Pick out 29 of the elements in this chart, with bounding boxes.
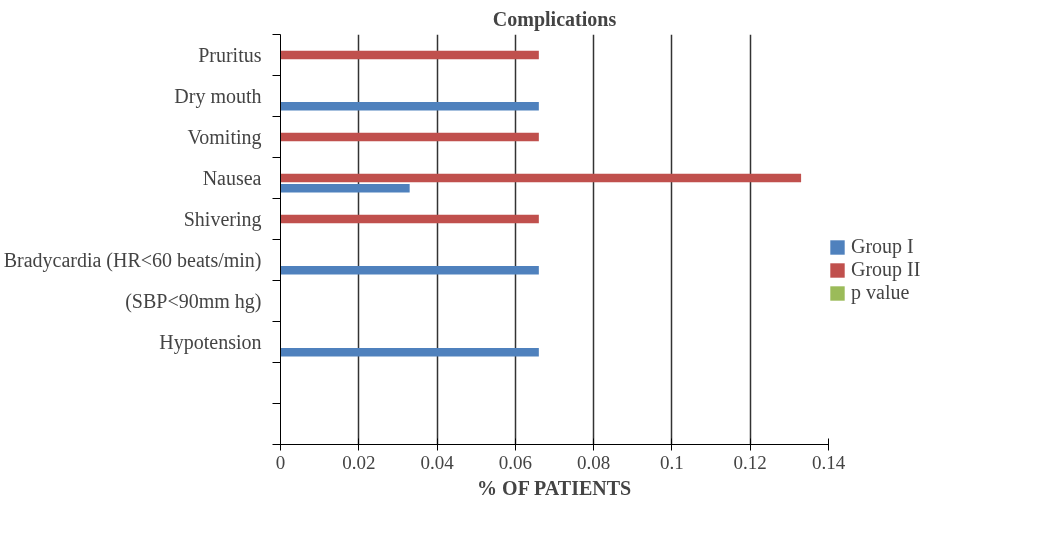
legend-label: Group I <box>851 235 914 258</box>
bar <box>280 265 539 275</box>
y-tick-label: Dry mouth <box>174 85 262 108</box>
bar <box>280 183 410 193</box>
x-tick-label: 0.02 <box>342 451 376 473</box>
x-tick-label: 0.08 <box>577 451 611 473</box>
bar <box>280 132 539 142</box>
x-axis-title: % OF PATIENTS <box>477 476 632 499</box>
y-tick-label: Pruritus <box>198 44 262 66</box>
x-tick-label: 0.14 <box>811 451 846 473</box>
x-tick-label: 0.06 <box>498 451 532 473</box>
x-tick-label: 0 <box>275 451 286 473</box>
y-tick-label: Nausea <box>202 167 262 189</box>
y-tick-label: Vomiting <box>187 126 262 149</box>
y-tick-label: Shivering <box>183 208 262 231</box>
x-tick-label: 0.04 <box>420 451 455 473</box>
chart-title: Complications <box>492 7 617 31</box>
bar <box>280 214 539 224</box>
legend-label: Group II <box>851 258 921 281</box>
x-tick-label: 0.12 <box>733 451 767 473</box>
bar <box>280 50 539 60</box>
bar <box>280 173 802 183</box>
bar <box>280 101 539 111</box>
bar <box>280 347 539 357</box>
legend-label: p value <box>851 281 910 304</box>
y-tick-label: Hypotension <box>159 331 262 354</box>
y-tick-label: (SBP<90mm hg) <box>125 290 262 313</box>
y-tick-label: Bradycardia (HR<60 beats/min) <box>3 249 262 272</box>
x-tick-label: 0.1 <box>660 451 684 473</box>
